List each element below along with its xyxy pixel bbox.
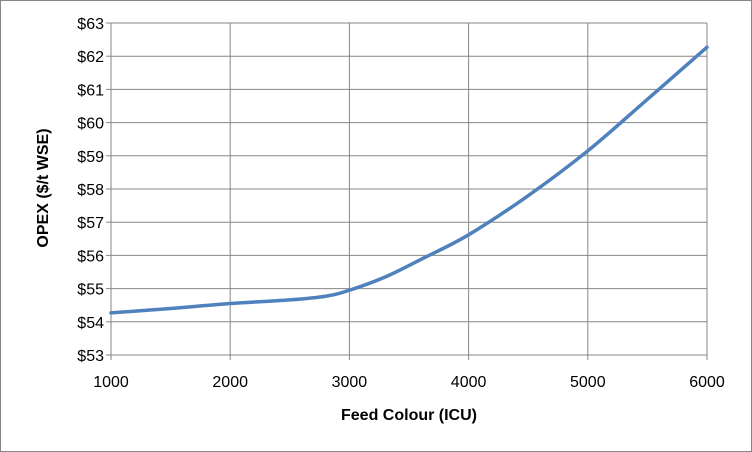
y-tick-label: $57 <box>77 215 104 232</box>
y-tick-label: $53 <box>77 348 104 365</box>
gridlines <box>106 22 708 360</box>
x-tick-label: 6000 <box>689 374 725 391</box>
y-tick-label: $63 <box>77 16 104 33</box>
y-tick-label: $55 <box>77 282 104 299</box>
y-tick-label: $58 <box>77 182 104 199</box>
x-tick-label: 1000 <box>93 374 129 391</box>
y-tick-label: $54 <box>77 315 104 332</box>
y-tick-label: $59 <box>77 149 104 166</box>
x-axis-title: Feed Colour (ICU) <box>341 407 477 424</box>
y-axis-ticks: $53 $54 $55 $56 $57 $58 $59 $60 $61 $62 $63 <box>77 16 104 365</box>
y-tick-label: $56 <box>77 248 104 265</box>
y-tick-label: $62 <box>77 49 104 66</box>
y-axis-title: OPEX ($/t WSE) <box>35 128 52 247</box>
y-tick-label: $60 <box>77 116 104 133</box>
x-tick-label: 5000 <box>570 374 606 391</box>
series-layer <box>109 45 709 315</box>
x-tick-label: 4000 <box>451 374 487 391</box>
x-tick-label: 2000 <box>212 374 248 391</box>
x-axis-ticks: 1000 2000 3000 4000 5000 6000 <box>93 374 725 391</box>
x-tick-label: 3000 <box>332 374 368 391</box>
series-line-0 <box>109 45 709 315</box>
y-tick-label: $61 <box>77 82 104 99</box>
